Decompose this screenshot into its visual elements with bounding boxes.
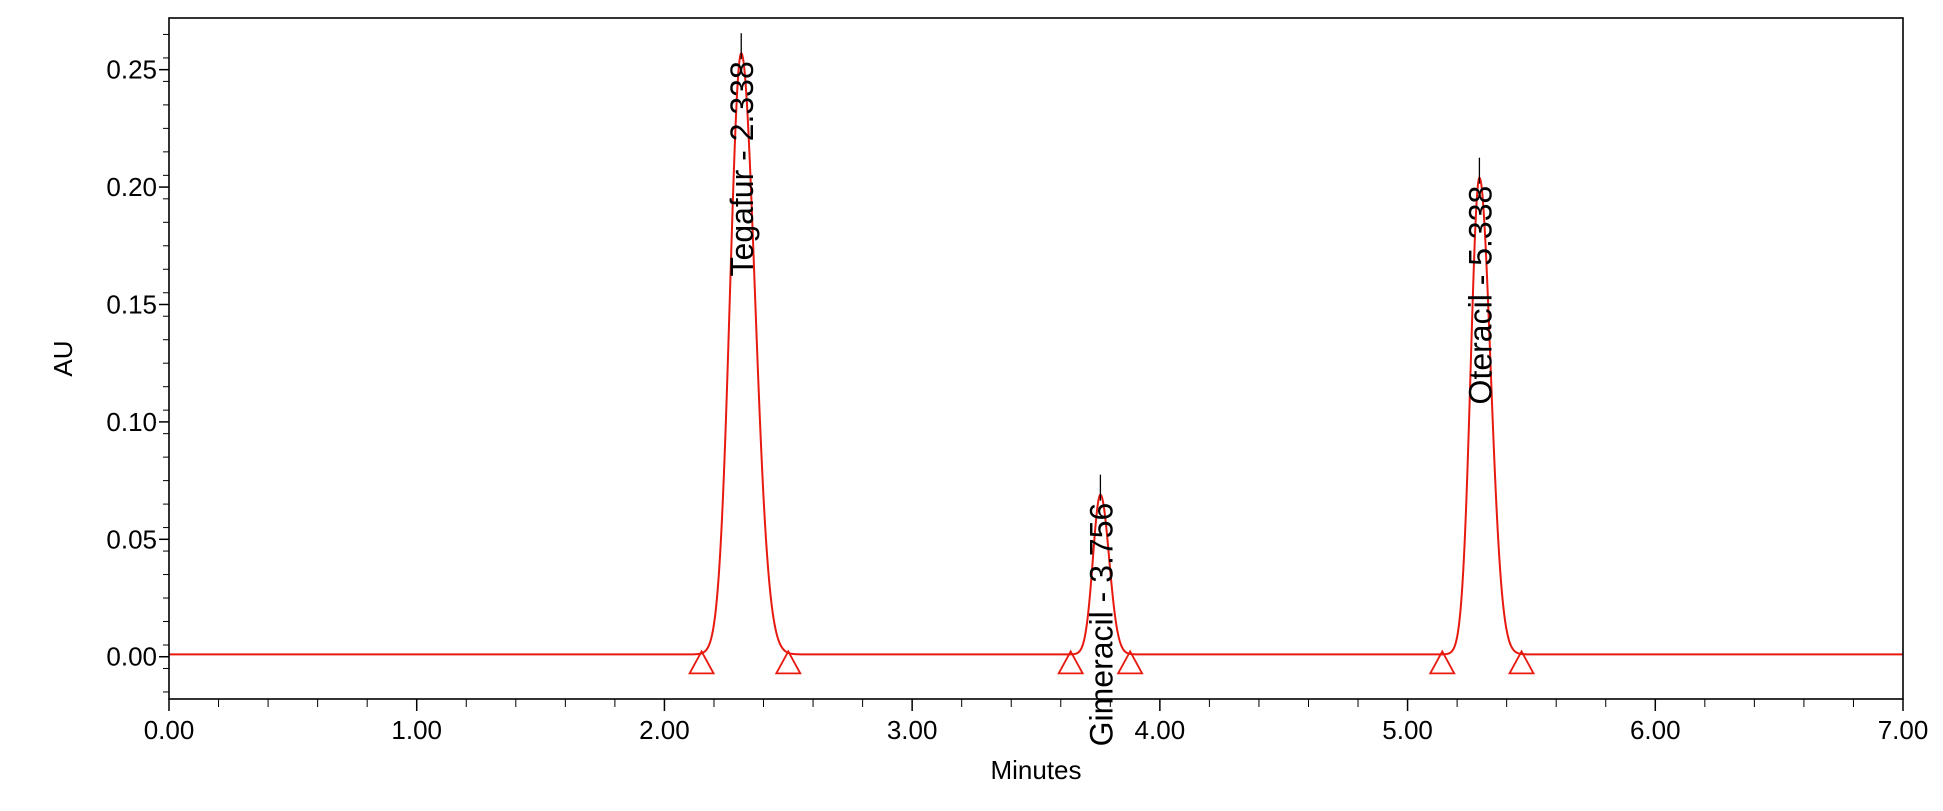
y-tick-label: 0.25	[106, 55, 157, 85]
y-axis-ticks: 0.00 0.05 0.10 0.15 0.20 0.25	[106, 33, 169, 693]
x-tick-label: 7.00	[1878, 715, 1929, 745]
peak-label: Oteracil - 5.338	[1462, 186, 1498, 405]
x-tick-label: 4.00	[1135, 715, 1186, 745]
y-axis-label: AU	[48, 340, 78, 376]
x-axis-ticks: 0.00 1.00 2.00 3.00 4.00 5.00 6.00 7.00	[144, 699, 1929, 745]
peak-label: Tegafur - 2.338	[724, 61, 760, 276]
y-tick-label: 0.10	[106, 407, 157, 437]
y-tick-label: 0.00	[106, 642, 157, 672]
peak-boundary-marker	[774, 649, 802, 675]
peak-boundary-marker	[1057, 649, 1085, 675]
x-tick-label: 6.00	[1630, 715, 1681, 745]
x-tick-label: 5.00	[1382, 715, 1433, 745]
x-tick-label: 1.00	[391, 715, 442, 745]
y-tick-label: 0.20	[106, 172, 157, 202]
y-tick-label: 0.15	[106, 289, 157, 319]
peak-boundary-marker	[688, 649, 716, 675]
peak-boundary-marker	[1508, 649, 1536, 675]
x-tick-label: 2.00	[639, 715, 690, 745]
x-tick-label: 3.00	[887, 715, 938, 745]
chromatogram-trace	[169, 51, 1903, 656]
x-axis-label: Minutes	[990, 755, 1081, 785]
y-tick-label: 0.05	[106, 524, 157, 554]
peak-boundary-marker	[1428, 649, 1456, 675]
peak-boundary-marker	[1116, 649, 1144, 675]
x-tick-label: 0.00	[144, 715, 195, 745]
peak-label: Gimeracil - 3.756	[1083, 503, 1119, 747]
peak-annotations: Tegafur - 2.338 Gimeracil - 3.756 Oteracil…	[688, 33, 1536, 747]
plot-frame	[168, 17, 1904, 700]
